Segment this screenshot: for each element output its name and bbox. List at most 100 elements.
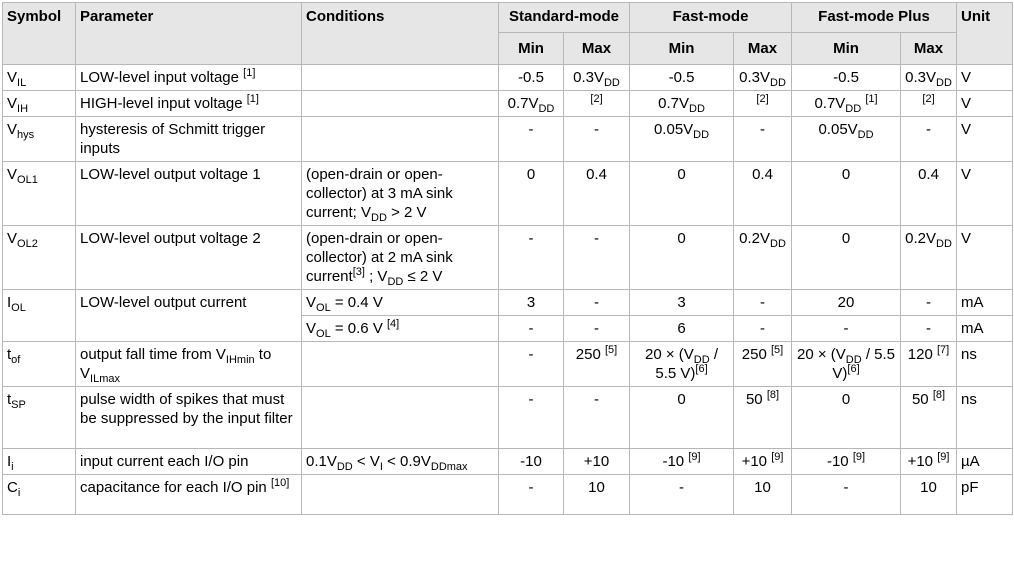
unit-cell: pF (956, 474, 1014, 515)
value-text: 10 (588, 479, 605, 496)
table-row: VOL2 LOW-level output voltage 2 (open-drai… (2, 225, 1014, 290)
unit-text: µA (961, 453, 980, 470)
symbol-base: V (7, 95, 18, 112)
value-cell: -0.5 (791, 64, 902, 91)
header-fast-mode: Fast-mode (629, 2, 793, 33)
header-max: Max (900, 32, 958, 65)
footnote-ref: [7] (937, 344, 950, 356)
parameter-text: LOW-level input voltage (80, 69, 239, 86)
value-cell: - (562, 116, 631, 162)
value-cell: 0 (629, 225, 735, 290)
parameter-text: LOW-level output voltage 1 (80, 166, 261, 183)
value-cell: +10 [9] (733, 448, 793, 475)
symbol-subscript: i (11, 461, 14, 473)
value-cell: - (562, 386, 631, 449)
value-cell: [2] (900, 90, 958, 117)
header-symbol: Symbol (2, 2, 76, 65)
condition-text: (open-drain or open-collector) at 3 mA s… (306, 166, 453, 221)
parameter-text: HIGH-level input voltage (80, 95, 243, 112)
unit-cell: ns (956, 341, 1014, 387)
table-row: tof output fall time from VIHmin to VILma… (2, 341, 1014, 387)
value-cell: 0 (629, 386, 735, 449)
value-text: 0.4 (918, 166, 939, 183)
value-text: 20 (837, 294, 855, 311)
value-cell: 120 [7] (900, 341, 958, 387)
value-cell: 0.7VDD (629, 90, 735, 117)
value-cell: 0 (629, 161, 735, 226)
value-subscript: DD (936, 238, 952, 250)
value-text: - (528, 320, 534, 337)
value-text: 0.2V (905, 230, 936, 247)
value-cell: - (498, 341, 564, 387)
symbol-cell: VIL (2, 64, 76, 91)
symbol-base: I (7, 453, 12, 470)
value-cell: - (498, 315, 564, 342)
symbol-base: V (7, 69, 18, 86)
value-text: 0.7V (507, 95, 539, 112)
value-text: - (679, 479, 685, 496)
value-cell: 0.7VDD [1] (791, 90, 902, 117)
condition-text: = 0.4 V (330, 294, 383, 311)
footnote-ref: [4] (387, 318, 400, 330)
footnote-ref: [8] (766, 389, 780, 401)
parameter-cell: HIGH-level input voltage [1] (75, 90, 302, 117)
value-cell: - (498, 386, 564, 449)
parameter-text: input current each I/O pin (80, 453, 249, 470)
value-cell: 0.4 (562, 161, 631, 226)
header-max: Max (562, 32, 631, 65)
value-text: 50 (911, 391, 933, 408)
condition-subscript: DDmax (430, 461, 468, 473)
value-text: 0.3V (573, 69, 604, 86)
symbol-base: V (7, 166, 18, 183)
value-text: 50 (745, 391, 767, 408)
footnote-ref: [9] (937, 451, 950, 463)
value-subscript: DD (693, 129, 710, 141)
value-text: 0.05V (818, 121, 858, 138)
symbol-cell: VOL2 (2, 225, 76, 290)
value-text: 10 (754, 479, 771, 496)
symbol-base: C (7, 479, 18, 496)
value-cell: - (733, 116, 793, 162)
footnote-ref: [10] (270, 477, 290, 489)
unit-cell: V (956, 90, 1014, 117)
conditions-cell (301, 64, 499, 91)
value-text: - (594, 230, 599, 247)
value-text: 0 (841, 391, 851, 408)
value-text: 0 (841, 166, 851, 183)
value-text: 20 × (V (645, 346, 694, 363)
value-cell: 0 (791, 225, 902, 290)
header-max: Max (733, 32, 793, 65)
unit-cell: ns (956, 386, 1014, 449)
table-row: VIH HIGH-level input voltage [1] 0.7VDD [2]… (2, 90, 1014, 117)
value-cell: 20 (791, 289, 902, 316)
unit-cell: mA (956, 315, 1014, 342)
value-cell: 50 [8] (733, 386, 793, 449)
i2c-characteristics-table: Symbol Parameter Conditions Standard-mod… (2, 2, 1014, 515)
symbol-subscript: OL (11, 302, 26, 314)
footnote-ref: [2] (922, 93, 935, 105)
value-cell: 10 (562, 474, 631, 515)
header-min: Min (498, 32, 564, 65)
header-fast-mode-plus: Fast-mode Plus (791, 2, 958, 33)
unit-cell: V (956, 161, 1014, 226)
parameter-cell: output fall time from VIHmin to VILmax (75, 341, 302, 387)
value-text: 0.2V (739, 230, 770, 247)
table-row: VOL1 LOW-level output voltage 1 (open-drai… (2, 161, 1014, 226)
value-text: 0.7V (658, 95, 689, 112)
unit-text: V (961, 121, 972, 138)
footnote-ref: [9] (771, 451, 784, 463)
footnote-ref: [9] (688, 451, 701, 463)
symbol-cell: IOL (2, 289, 76, 342)
parameter-cell: LOW-level output voltage 2 (75, 225, 302, 290)
value-cell: 0.05VDD (791, 116, 902, 162)
unit-text: ns (961, 346, 977, 363)
symbol-base: t (7, 346, 12, 363)
value-text: - (594, 391, 599, 408)
value-cell: 250 [5] (562, 341, 631, 387)
parameter-text: hysteresis of Schmitt trigger inputs (80, 121, 266, 157)
value-subscript: DD (857, 129, 874, 141)
footnote-ref: [5] (604, 344, 618, 356)
value-cell: 0.05VDD (629, 116, 735, 162)
parameter-text: capacitance for each I/O pin (80, 479, 267, 496)
value-cell: 0.4 (733, 161, 793, 226)
